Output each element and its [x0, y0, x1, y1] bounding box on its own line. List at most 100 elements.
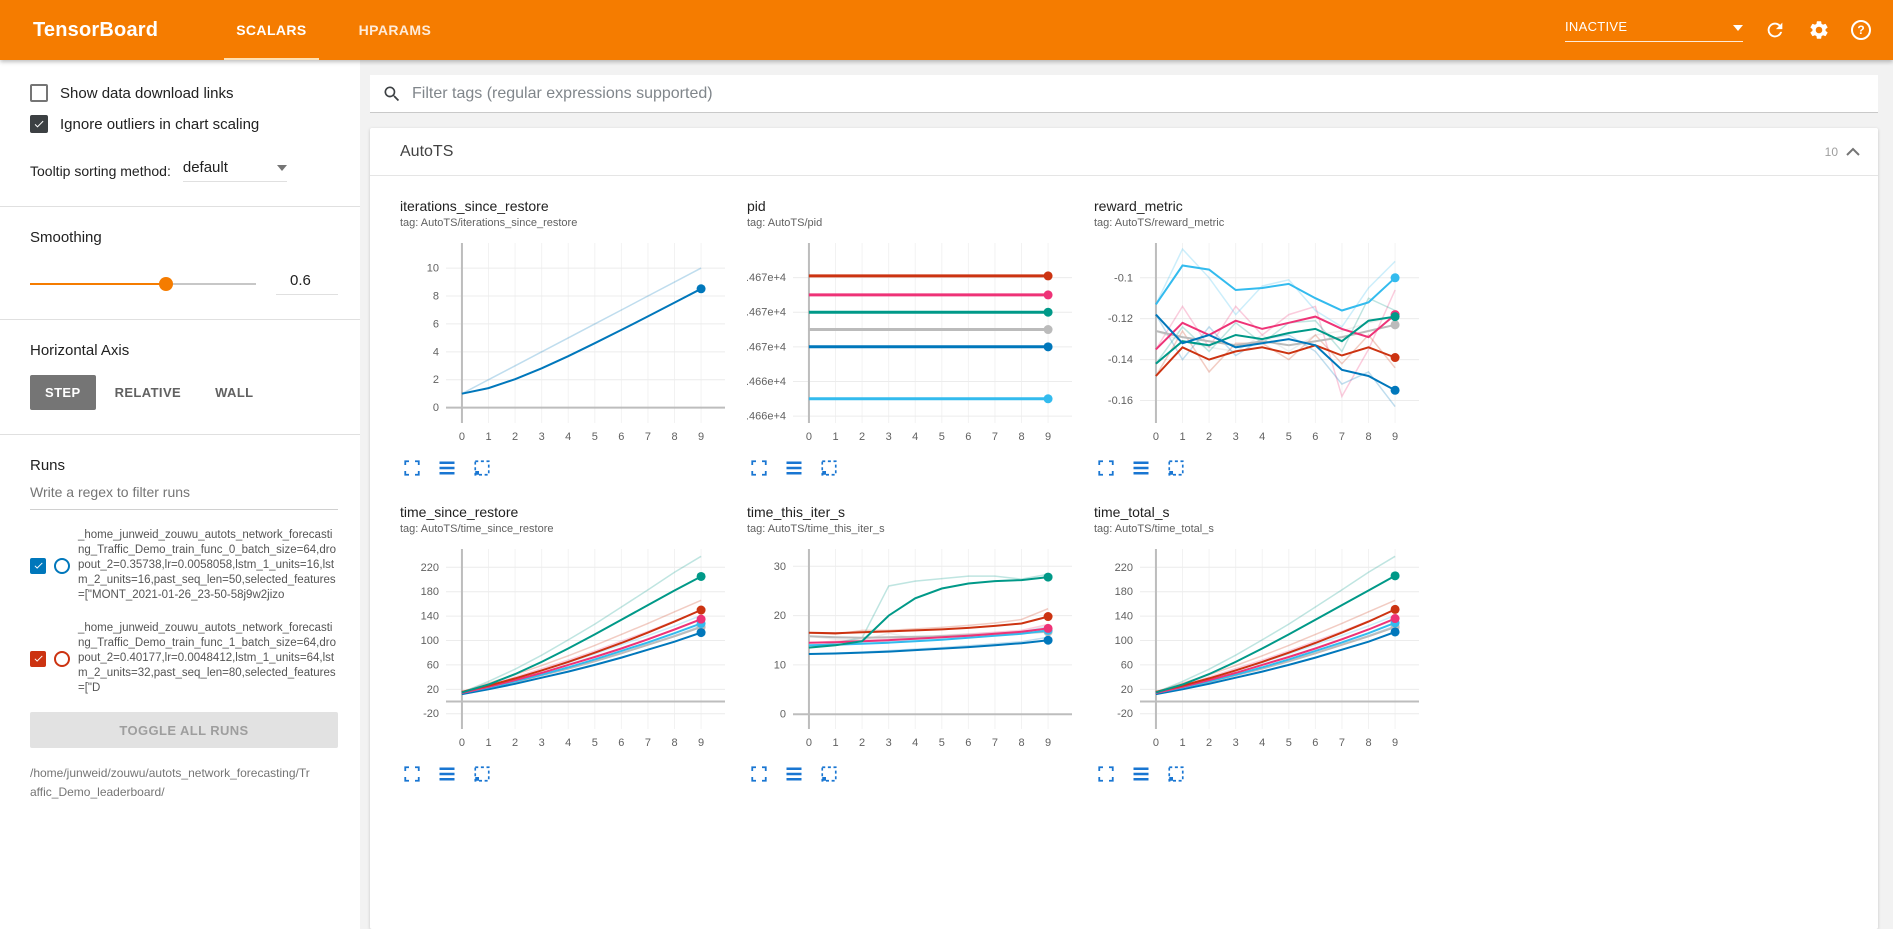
svg-text:6: 6: [1312, 737, 1318, 749]
svg-text:4: 4: [565, 431, 571, 443]
help-button[interactable]: ?: [1851, 20, 1871, 40]
expand-chart-icon[interactable]: [1096, 458, 1116, 478]
chart-plot-area[interactable]: 0 1 2 3 4 5 6 7 8 9 -20 20 60 100 140 180 220: [400, 541, 747, 760]
show-download-links-checkbox[interactable]: [30, 84, 48, 102]
svg-text:9: 9: [1392, 737, 1398, 749]
axis-relative-button[interactable]: RELATIVE: [100, 375, 197, 410]
svg-text:4: 4: [433, 346, 439, 358]
svg-text:9: 9: [698, 737, 704, 749]
chart-plot-area[interactable]: 0 1 2 3 4 5 6 7 8 9 -20 20 60 100 140 180 220: [1094, 541, 1441, 760]
chart-plot-area[interactable]: 0 1 2 3 4 5 6 7 8 9 0 10 20 30: [747, 541, 1094, 760]
svg-text:-20: -20: [423, 708, 439, 720]
ignore-outliers-checkbox[interactable]: [30, 115, 48, 133]
chevron-down-icon: [276, 164, 287, 171]
settings-button[interactable]: [1807, 18, 1831, 42]
chevron-down-icon: [1733, 19, 1743, 34]
chart-tag: tag: AutoTS/iterations_since_restore: [400, 217, 578, 229]
runs-table-icon[interactable]: [1131, 764, 1151, 784]
settings-sidebar: Show data download links Ignore outliers…: [0, 60, 360, 929]
run-item[interactable]: _home_junweid_zouwu_autots_network_forec…: [30, 621, 338, 696]
tag-filter-input[interactable]: [412, 84, 1866, 103]
tab-hparams[interactable]: HPARAMS: [358, 22, 432, 38]
svg-text:2: 2: [1206, 431, 1212, 443]
run-item[interactable]: _home_junweid_zouwu_autots_network_forec…: [30, 528, 338, 603]
axis-wall-button[interactable]: WALL: [200, 375, 268, 410]
run-radio[interactable]: [54, 650, 70, 667]
svg-text:7: 7: [992, 431, 998, 443]
svg-text:2.467e+4: 2.467e+4: [747, 307, 786, 319]
ignore-outliers-row[interactable]: Ignore outliers in chart scaling: [30, 115, 338, 133]
expand-chart-icon[interactable]: [1096, 764, 1116, 784]
chart-plot-area[interactable]: 0 1 2 3 4 5 6 7 8 9 -0.1 -0.12 -0.14 -0.16: [1094, 235, 1441, 454]
axis-step-button[interactable]: STEP: [30, 375, 96, 410]
runs-table-icon[interactable]: [437, 458, 457, 478]
tab-scalars[interactable]: SCALARS: [210, 0, 332, 60]
svg-text:-0.14: -0.14: [1108, 354, 1133, 366]
svg-text:2: 2: [433, 374, 439, 386]
tooltip-sorting-select[interactable]: default: [182, 159, 287, 182]
chart-title: reward_metric: [1094, 198, 1183, 214]
svg-text:2: 2: [1206, 737, 1212, 749]
run-checkbox[interactable]: [30, 557, 46, 574]
fit-domain-icon[interactable]: [1166, 458, 1186, 478]
charts-grid: iterations_since_restore tag: AutoTS/ite…: [370, 176, 1878, 784]
smoothing-value-input[interactable]: 0.6: [276, 272, 338, 295]
smoothing-slider-fill: [30, 282, 166, 285]
chart-card-pid: pid tag: AutoTS/pid 0 1 2 3 4 5 6 7 8 9 2.467e+4 2.…: [740, 198, 1094, 478]
svg-text:140: 140: [1115, 611, 1133, 623]
expand-chart-icon[interactable]: [402, 764, 422, 784]
fit-domain-icon[interactable]: [1166, 764, 1186, 784]
fit-domain-icon[interactable]: [819, 764, 839, 784]
svg-text:5: 5: [1286, 431, 1292, 443]
expand-chart-icon[interactable]: [749, 764, 769, 784]
horizontal-axis-heading: Horizontal Axis: [30, 342, 130, 359]
chart-plot-area[interactable]: 0 1 2 3 4 5 6 7 8 9 0 2 4 6 8 10: [400, 235, 747, 454]
svg-text:6: 6: [965, 737, 971, 749]
svg-text:2: 2: [512, 737, 518, 749]
svg-text:180: 180: [1115, 586, 1133, 598]
tag-filter-bar[interactable]: [370, 75, 1878, 113]
chevron-up-icon[interactable]: [1846, 147, 1860, 156]
expand-chart-icon[interactable]: [402, 458, 422, 478]
runs-table-icon[interactable]: [784, 764, 804, 784]
svg-text:30: 30: [774, 561, 786, 573]
runs-table-icon[interactable]: [437, 764, 457, 784]
refresh-button[interactable]: [1763, 18, 1787, 42]
show-download-links-row[interactable]: Show data download links: [30, 84, 338, 102]
svg-text:6: 6: [618, 431, 624, 443]
svg-text:4: 4: [912, 431, 918, 443]
chart-card-iterations-since-restore: iterations_since_restore tag: AutoTS/ite…: [400, 198, 747, 478]
toggle-all-runs-button[interactable]: TOGGLE ALL RUNS: [30, 712, 338, 748]
runs-table-icon[interactable]: [784, 458, 804, 478]
refresh-icon: [1767, 22, 1783, 38]
svg-text:3: 3: [539, 431, 545, 443]
autots-section-header[interactable]: AutoTS 10: [370, 128, 1878, 176]
chart-tag: tag: AutoTS/time_this_iter_s: [747, 523, 885, 535]
svg-text:140: 140: [421, 611, 439, 623]
chart-tag: tag: AutoTS/time_total_s: [1094, 523, 1214, 535]
smoothing-slider-thumb[interactable]: [158, 276, 173, 291]
status-dropdown[interactable]: INACTIVE: [1565, 19, 1743, 42]
svg-text:8: 8: [1365, 431, 1371, 443]
divider: [0, 319, 360, 320]
runs-filter-input[interactable]: [30, 474, 338, 510]
svg-text:5: 5: [939, 431, 945, 443]
svg-text:1: 1: [832, 431, 838, 443]
runs-directory-path: /home/junweid/zouwu/autots_network_forec…: [30, 766, 310, 799]
expand-chart-icon[interactable]: [749, 458, 769, 478]
run-checkbox[interactable]: [30, 650, 46, 667]
main-content: AutoTS 10 iterations_since_restore tag: …: [360, 60, 1893, 929]
chart-title: iterations_since_restore: [400, 198, 549, 214]
chart-plot-area[interactable]: 0 1 2 3 4 5 6 7 8 9 2.467e+4 2.467e+4 2.467e+4 2.466e…: [740, 235, 1094, 454]
smoothing-slider[interactable]: [30, 276, 256, 291]
runs-table-icon[interactable]: [1131, 458, 1151, 478]
chart-title: time_this_iter_s: [747, 504, 846, 520]
svg-text:4: 4: [912, 737, 918, 749]
fit-domain-icon[interactable]: [819, 458, 839, 478]
runs-heading: Runs: [30, 457, 66, 474]
run-radio[interactable]: [54, 557, 70, 574]
svg-text:5: 5: [939, 737, 945, 749]
svg-text:0: 0: [1153, 431, 1159, 443]
fit-domain-icon[interactable]: [472, 764, 492, 784]
fit-domain-icon[interactable]: [472, 458, 492, 478]
